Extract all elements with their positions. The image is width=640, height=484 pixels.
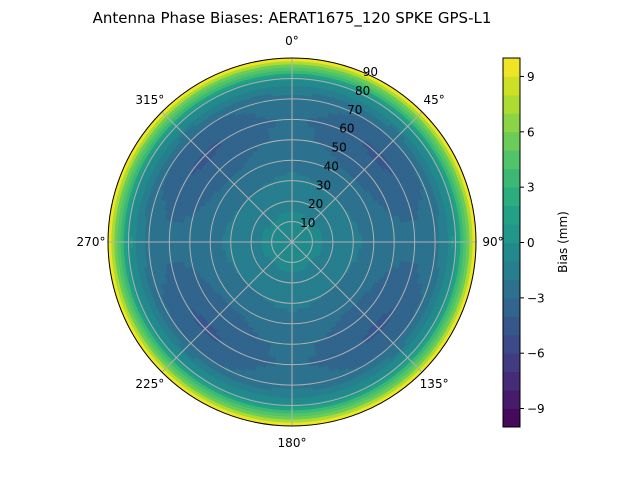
- contour-cell: [291, 337, 298, 340]
- contour-cell: [292, 144, 299, 147]
- contour-cell: [285, 337, 292, 340]
- contour-cell: [292, 328, 299, 331]
- contour-cell: [292, 150, 299, 153]
- contour-cell: [292, 153, 299, 156]
- contour-cell: [292, 334, 299, 337]
- contour-cell: [286, 153, 293, 156]
- contour-cell: [285, 147, 292, 150]
- contour-cell: [285, 328, 292, 331]
- contour-cell: [286, 150, 293, 153]
- contour-cell: [292, 331, 299, 334]
- contour-cell: [291, 352, 300, 355]
- contour-cell: [285, 141, 293, 144]
- contour-cell: [291, 349, 299, 352]
- contour-cell: [292, 156, 298, 159]
- contour-cell: [285, 144, 292, 147]
- contour-cell: [285, 135, 293, 138]
- contour-cell: [292, 325, 298, 328]
- contour-cell: [284, 125, 293, 128]
- contour-cell: [285, 334, 292, 337]
- contour-cell: [291, 355, 300, 358]
- chart-title: Antenna Phase Biases: AERAT1675_120 SPKE…: [93, 9, 492, 28]
- contour-cell: [292, 147, 299, 150]
- contour-cell: [284, 132, 292, 135]
- contour-cell: [286, 325, 292, 328]
- contour-cell: [291, 340, 299, 343]
- contour-cell: [285, 331, 292, 334]
- contour-cell: [286, 156, 292, 159]
- contour-cell: [284, 129, 293, 132]
- contour-cell: [291, 346, 299, 349]
